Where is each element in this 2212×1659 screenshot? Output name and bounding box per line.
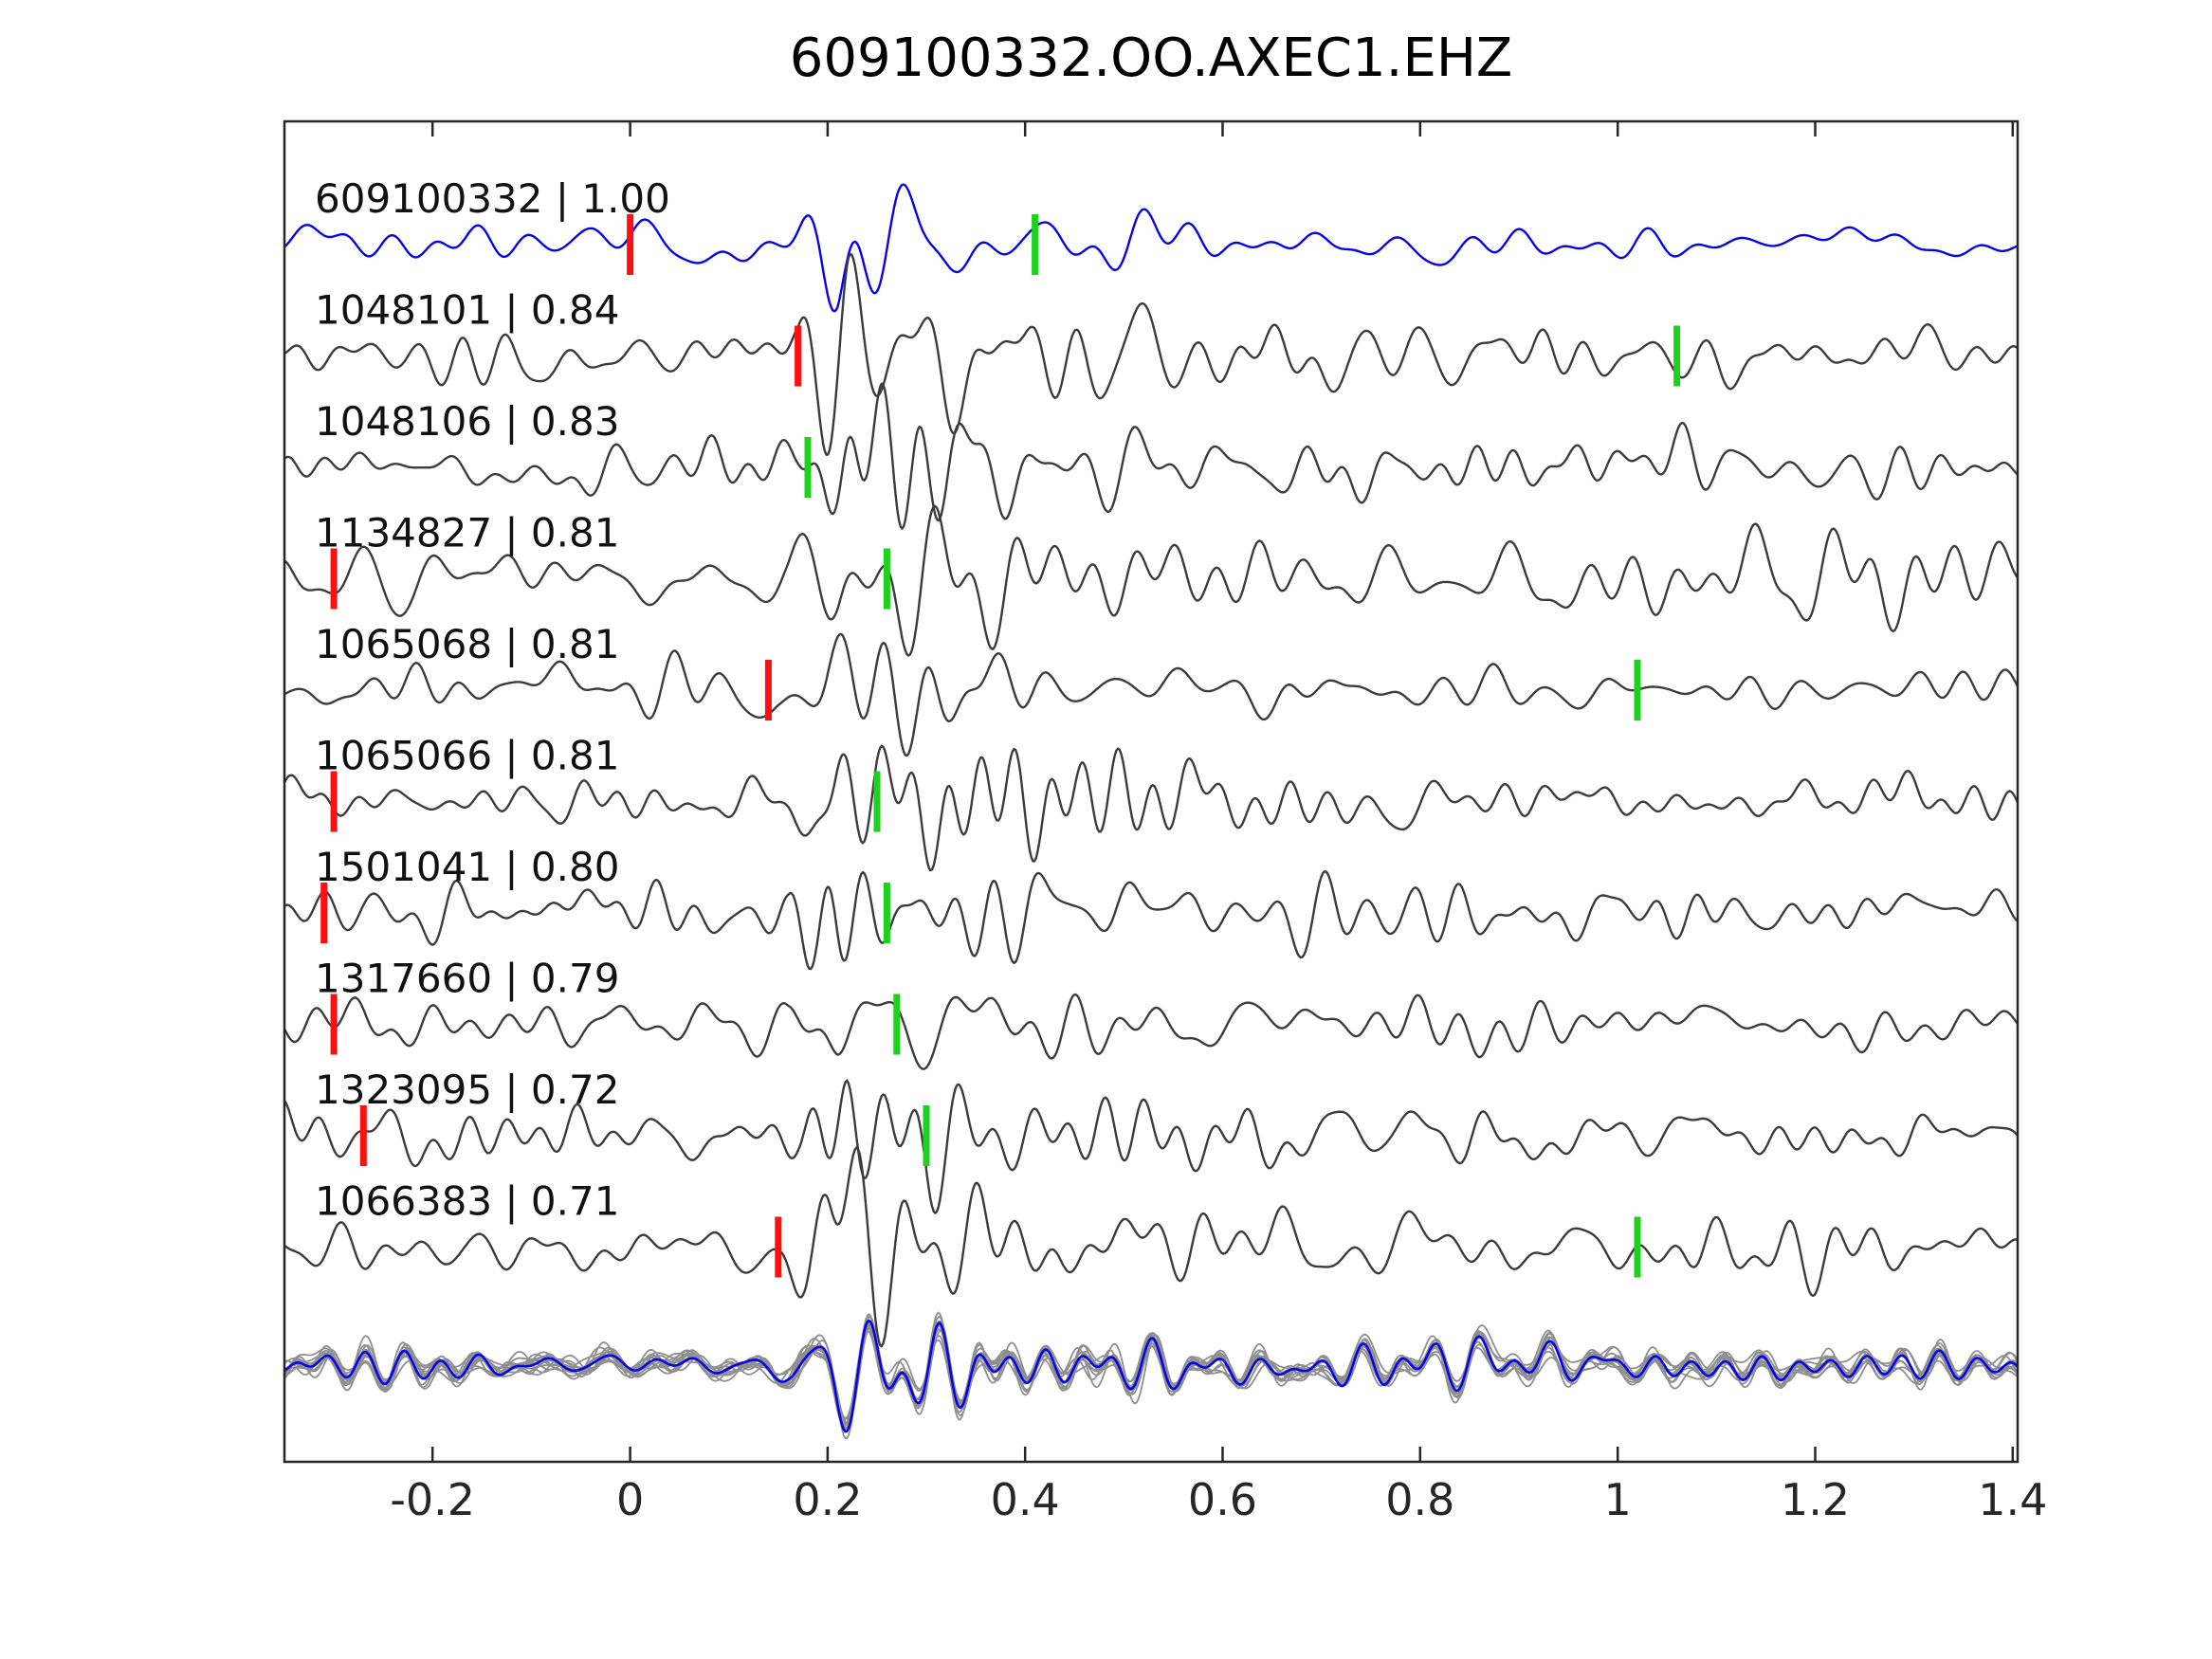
pick-green-1065068 xyxy=(1634,660,1641,720)
x-tick-label: 1.4 xyxy=(1978,1474,2047,1525)
trace-path-1134827 xyxy=(285,504,2017,657)
stack-member-path xyxy=(285,1323,2017,1430)
pick-green-609100332 xyxy=(1032,214,1039,275)
x-tick-label: 0.8 xyxy=(1385,1474,1454,1525)
trace-path-1323095 xyxy=(285,1079,2017,1214)
trace-label-1065066: 1065066 | 0.81 xyxy=(315,733,619,779)
stack-member-path xyxy=(285,1319,2017,1428)
trace-label-1323095: 1323095 | 0.72 xyxy=(315,1066,619,1113)
x-tick-label: 1 xyxy=(1604,1474,1632,1525)
trace-path-1317660 xyxy=(285,993,2017,1070)
x-tick-label: 1.2 xyxy=(1781,1474,1850,1525)
trace-label-1317660: 1317660 | 0.79 xyxy=(315,956,619,1002)
pick-green-1134827 xyxy=(883,548,890,610)
pick-green-1065066 xyxy=(873,771,881,832)
trace-label-1134827: 1134827 | 0.81 xyxy=(315,510,619,556)
pick-red-1048101 xyxy=(795,325,802,387)
x-tick-label: 0.6 xyxy=(1188,1474,1257,1525)
pick-red-1317660 xyxy=(330,994,338,1055)
trace-label-1048106: 1048106 | 0.83 xyxy=(315,398,619,445)
stack-member-path xyxy=(285,1311,2017,1424)
trace-path-1048106 xyxy=(285,382,2017,530)
pick-red-1134827 xyxy=(330,548,338,610)
trace-label-1048101: 1048101 | 0.84 xyxy=(315,287,619,334)
pick-red-1066383 xyxy=(775,1216,782,1278)
pick-green-1501041 xyxy=(883,883,890,943)
pick-green-1066383 xyxy=(1634,1216,1641,1278)
pick-red-1323095 xyxy=(359,1105,367,1166)
trace-path-1066383 xyxy=(285,1146,2017,1348)
pick-green-1323095 xyxy=(923,1105,930,1166)
trace-path-1501041 xyxy=(285,870,2017,971)
x-tick-label: -0.2 xyxy=(390,1474,475,1525)
x-tick-label: 0.2 xyxy=(793,1474,862,1525)
trace-path-1065066 xyxy=(285,744,2017,872)
trace-label-1501041: 1501041 | 0.80 xyxy=(315,844,619,890)
trace-path-1065068 xyxy=(285,632,2017,757)
trace-label-609100332: 609100332 | 1.00 xyxy=(315,175,670,222)
figure-title: 609100332.OO.AXEC1.EHZ xyxy=(790,27,1513,89)
trace-label-1065068: 1065068 | 0.81 xyxy=(315,621,619,667)
x-tick-label: 0 xyxy=(616,1474,644,1525)
pick-green-1048106 xyxy=(804,437,812,498)
pick-green-1317660 xyxy=(893,994,901,1055)
pick-red-609100332 xyxy=(627,214,634,275)
pick-red-1065066 xyxy=(330,771,338,832)
trace-path-609100332 xyxy=(285,183,2017,313)
trace-label-1066383: 1066383 | 0.71 xyxy=(315,1178,619,1225)
plot-frame xyxy=(283,119,2020,1464)
x-tick-label: 0.4 xyxy=(991,1474,1060,1525)
pick-red-1065068 xyxy=(764,660,772,720)
pick-red-1501041 xyxy=(320,883,328,943)
trace-path-1048101 xyxy=(285,253,2017,456)
stack-mean-path xyxy=(285,1319,2017,1433)
pick-green-1048101 xyxy=(1673,325,1681,387)
